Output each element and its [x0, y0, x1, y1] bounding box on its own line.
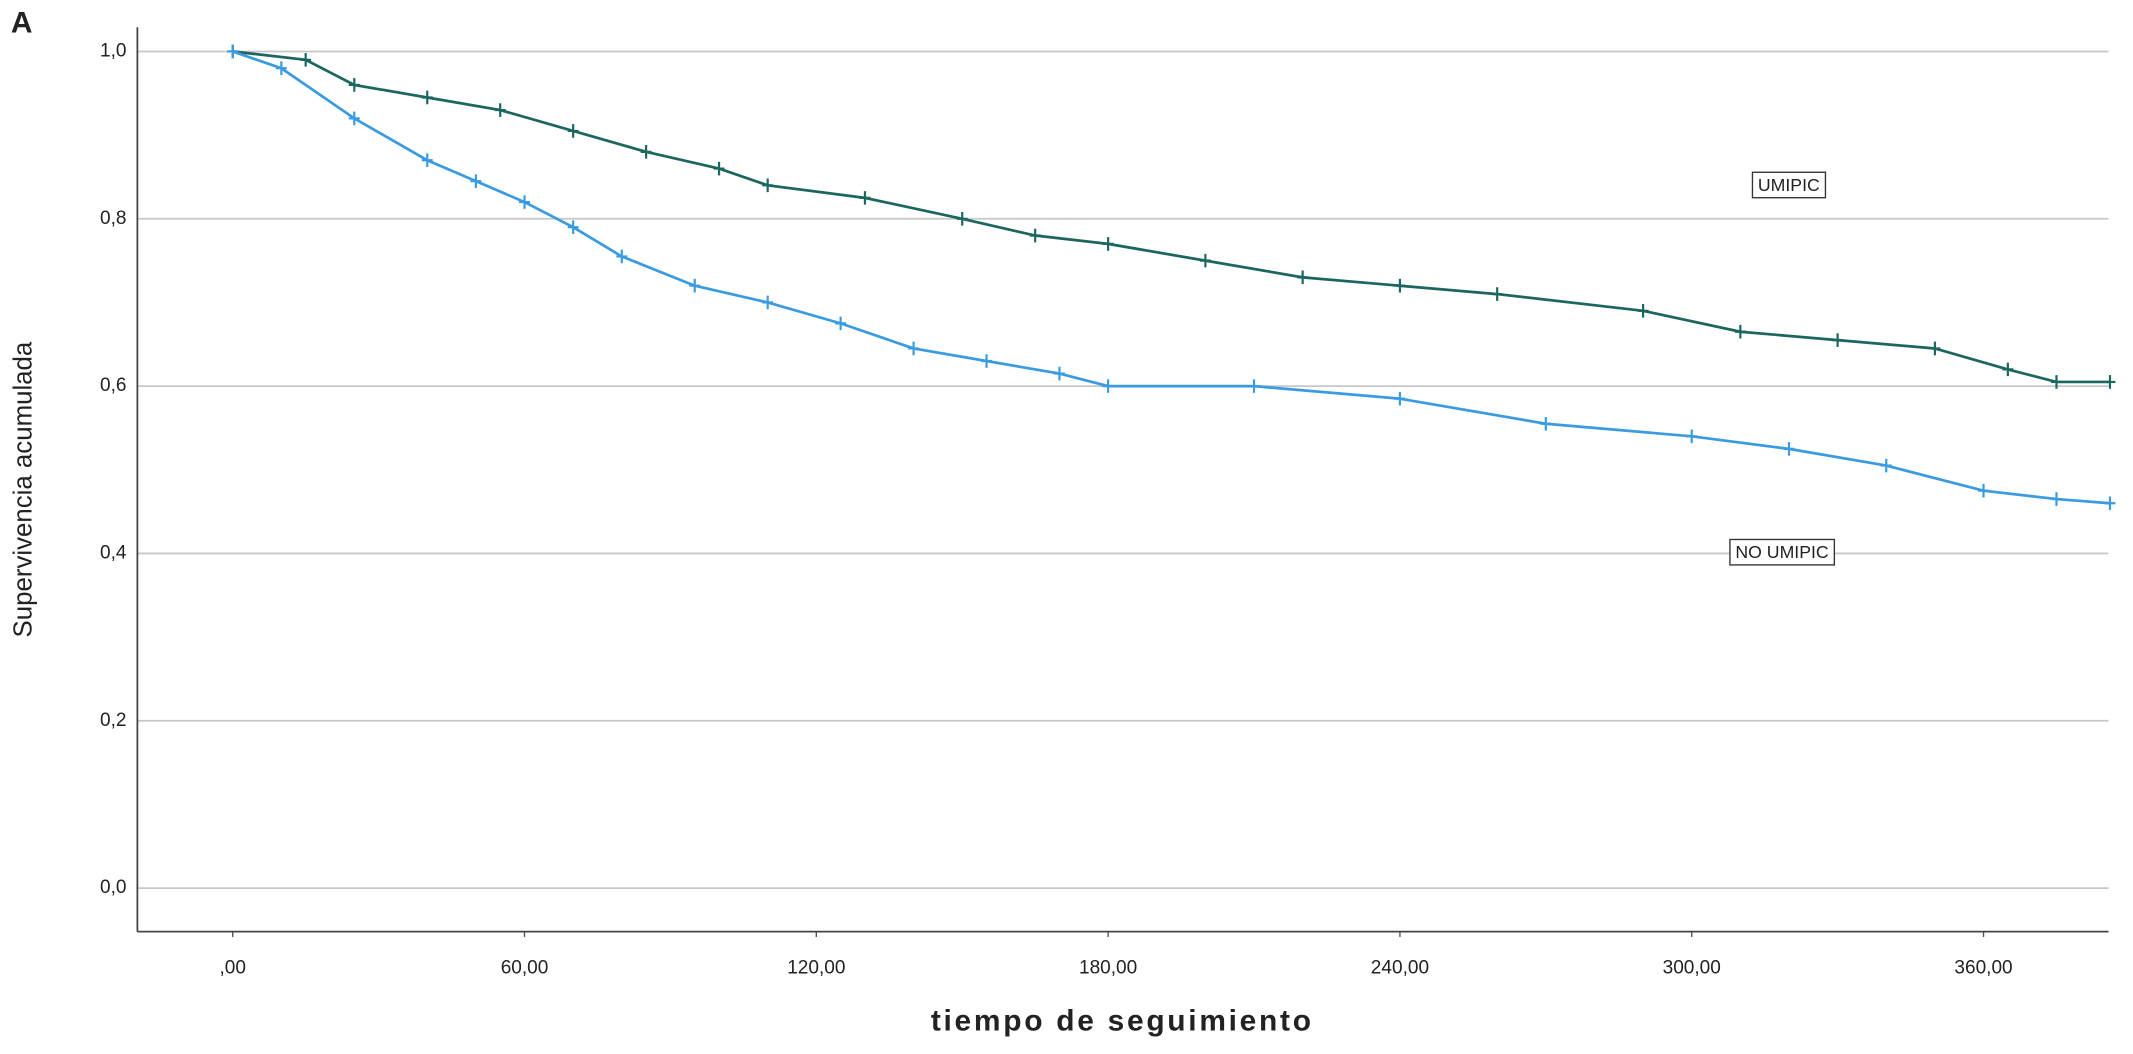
censor-mark: [1686, 429, 1698, 444]
censor-mark: [1880, 458, 1892, 473]
y-tick-label: 0,8: [100, 208, 126, 229]
censor-mark: [519, 195, 530, 209]
censor-mark: [348, 111, 360, 126]
series-label: NO UMIPIC: [1735, 542, 1829, 562]
censor-mark: [421, 90, 433, 105]
censor-mark: [640, 145, 652, 159]
censor-mark: [567, 220, 579, 234]
censor-mark: [1637, 304, 1649, 318]
y-tick-label: 0,6: [100, 375, 126, 396]
censor-mark: [1054, 366, 1065, 381]
y-tick-label: 0,2: [100, 710, 126, 731]
y-tick-label: 0,0: [100, 877, 126, 898]
x-tick-label: 360,00: [1954, 957, 2012, 978]
censor-mark: [616, 249, 628, 264]
censor-mark: [762, 295, 774, 310]
censor-mark: [421, 153, 433, 168]
censor-mark: [956, 211, 968, 226]
censor-mark: [713, 161, 725, 176]
x-tick-label: 240,00: [1371, 957, 1429, 978]
censor-mark: [1199, 253, 1211, 268]
censor-mark: [1832, 333, 1844, 347]
x-axis-label: tiempo de seguimiento: [931, 1005, 1314, 1038]
x-tick-label: ,00: [219, 957, 245, 978]
censor-mark: [1248, 379, 1260, 393]
panel-label: A: [11, 6, 33, 39]
x-tick-label: 300,00: [1663, 957, 1721, 978]
censor-mark: [1394, 391, 1406, 406]
y-axis-label: Supervivencia acumulada: [9, 341, 37, 637]
series-label-box: [1729, 538, 1836, 566]
series-label-box: [1751, 171, 1827, 199]
censor-mark: [567, 124, 579, 138]
series-label: UMIPIC: [1758, 175, 1820, 195]
censor-mark: [227, 44, 239, 59]
x-tick-label: 60,00: [501, 957, 549, 978]
survival-line: [232, 50, 2111, 505]
censor-mark: [2002, 362, 2014, 377]
censor-mark: [2104, 375, 2116, 389]
censor-mark: [1734, 324, 1746, 339]
x-tick-label: 120,00: [787, 957, 845, 978]
censor-mark: [1978, 483, 1989, 498]
censor-mark: [2051, 375, 2062, 389]
censor-mark: [689, 278, 701, 293]
y-tick-label: 0,4: [100, 542, 127, 563]
censor-mark: [835, 316, 847, 331]
y-tick-label: 1,0: [100, 40, 126, 61]
censor-mark: [300, 53, 312, 67]
censor-mark: [1783, 442, 1795, 456]
censor-mark: [1540, 416, 1552, 431]
censor-mark: [470, 174, 482, 188]
survival-line: [232, 50, 2110, 384]
censor-mark: [859, 191, 871, 205]
censor-mark: [1029, 228, 1041, 243]
censor-mark: [494, 103, 506, 117]
censor-mark: [1394, 278, 1406, 293]
censor-mark: [981, 354, 992, 368]
censor-mark: [1102, 379, 1114, 393]
censor-mark: [275, 61, 287, 75]
censor-mark: [348, 78, 360, 92]
censor-mark: [1297, 270, 1309, 285]
censor-mark: [1491, 287, 1503, 301]
x-tick-label: 180,00: [1079, 957, 1137, 978]
censor-mark: [2104, 496, 2116, 511]
censor-mark: [2051, 492, 2062, 506]
censor-mark: [908, 341, 920, 356]
censor-mark: [1102, 237, 1114, 251]
censor-mark: [1929, 341, 1941, 356]
censor-mark: [762, 178, 774, 193]
